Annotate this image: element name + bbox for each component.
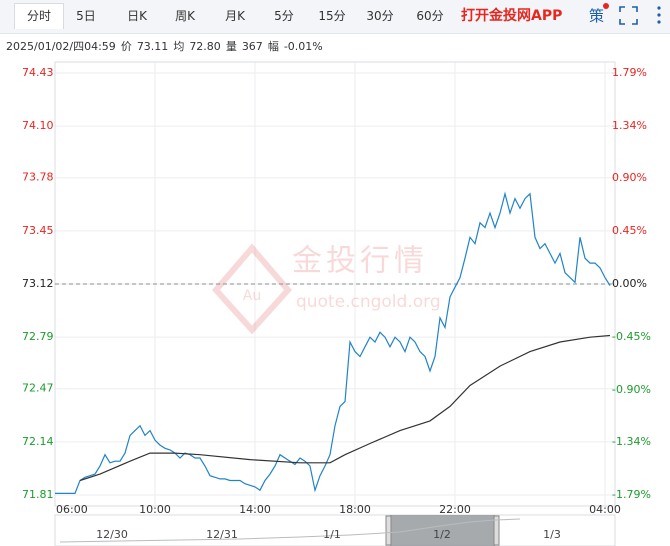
info-value: 72.80 [189,40,221,53]
x-tick-label: 18:00 [339,503,371,516]
info-value: 367 [241,40,263,53]
y-tick-label: 72.79 [22,330,54,343]
y-tick-label: 72.47 [22,382,54,395]
price-line [55,191,611,494]
info-value: 73.11 [136,40,169,53]
y2-tick-label: 0.90% [612,171,647,184]
y2-tick-label: -1.79% [612,488,651,501]
watermark-title: 金投行情 [292,244,428,279]
x-tick-label: 22:00 [439,503,471,516]
strategy-button[interactable]: 策 [589,7,605,25]
info-label: 量 [225,40,237,53]
navigator-label: 1/3 [543,528,561,541]
x-tick-label: 10:00 [139,503,171,516]
tab[interactable]: 周K [175,9,195,23]
tab[interactable]: 5日 [76,9,96,23]
navigator-handle[interactable] [385,515,392,546]
tab-bar: 分时 5日 日K 周K 月K 5分 15分 30分 60分 [0,0,670,34]
tab[interactable]: 分时 [14,3,64,29]
fullscreen-icon[interactable] [619,6,638,25]
navigator-line [59,518,521,543]
info-value: -0.01% [283,40,323,53]
watermark-logo: Au [212,243,292,335]
info-label: 均 [173,40,185,53]
navigator-label: 1/1 [323,528,341,541]
more-icon[interactable] [657,6,661,24]
info-label: 幅 [267,40,279,53]
y-tick-label: 71.81 [22,488,54,501]
y-tick-label: 73.78 [22,171,54,184]
quote-info: 2025/01/02/四04:59 价 73.11 均 72.80 量 367 幅 -0.01% [6,38,328,54]
y2-tick-label: -1.34% [612,435,651,448]
tab[interactable]: 5分 [274,9,294,23]
tab[interactable]: 月K [225,9,245,23]
y2-tick-label: -0.45% [612,330,651,343]
y2-tick-label: 1.79% [612,66,647,79]
y-tick-label: 74.43 [22,66,54,79]
tab[interactable]: 60分 [416,9,444,23]
price-line [79,334,611,482]
tab[interactable]: 日K [127,9,147,23]
timestamp: 2025/01/02/四04:59 [6,40,116,53]
promo-link[interactable]: 打开金投网APP [461,8,563,24]
navigator-label: 12/30 [96,528,128,541]
y2-tick-label: 0.45% [612,224,647,237]
svg-text:Au: Au [243,288,261,304]
y2-tick-label: -0.90% [612,383,651,396]
y2-tick-label: 1.34% [612,119,647,132]
badge-dot [603,3,609,9]
y-tick-label: 72.14 [22,435,54,448]
navigator-label: 12/31 [206,528,238,541]
x-tick-label: 14:00 [239,503,271,516]
tab[interactable]: 30分 [366,9,394,23]
y-tick-label: 73.45 [22,224,54,237]
info-label: 价 [120,40,132,53]
watermark-url: quote.cngold.org [296,292,441,312]
y-tick-label: 73.12 [22,277,54,290]
y2-tick-label: 0.00% [612,277,647,290]
tab[interactable]: 15分 [318,9,346,23]
y-tick-label: 74.10 [22,119,54,132]
navigator-label: 1/2 [433,528,451,541]
navigator-handle[interactable] [493,515,500,546]
x-tick-label: 06:00 [56,503,88,516]
x-tick-label: 04:00 [589,503,621,516]
